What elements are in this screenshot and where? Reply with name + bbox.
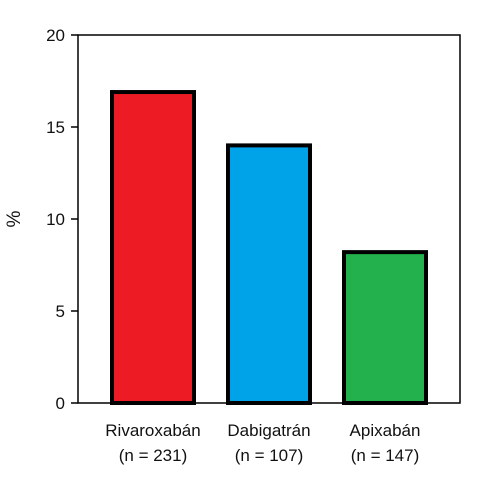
- bars-layer: [110, 90, 428, 405]
- x-category-sublabel: (n = 147): [351, 446, 420, 465]
- y-tick-label: 0: [56, 394, 65, 413]
- x-category-label: Apixabán: [350, 421, 421, 440]
- y-axis-ticks: 0 5 10 15 20: [46, 26, 78, 413]
- x-category-sublabel: (n = 231): [119, 446, 188, 465]
- y-tick-label: 5: [56, 302, 65, 321]
- x-category-sublabel: (n = 107): [235, 446, 304, 465]
- bar-3: [342, 250, 428, 405]
- y-tick-label: 20: [46, 26, 65, 45]
- bar-2: [226, 143, 312, 405]
- y-tick-label: 15: [46, 118, 65, 137]
- y-tick-label: 10: [46, 210, 65, 229]
- y-axis-label: %: [4, 210, 25, 227]
- x-axis-labels: Rivaroxabán (n = 231) Dabigatrán (n = 107) A…: [105, 421, 420, 465]
- x-category-label: Dabigatrán: [227, 421, 310, 440]
- x-category-label: Rivaroxabán: [105, 421, 200, 440]
- bar-1: [110, 90, 196, 405]
